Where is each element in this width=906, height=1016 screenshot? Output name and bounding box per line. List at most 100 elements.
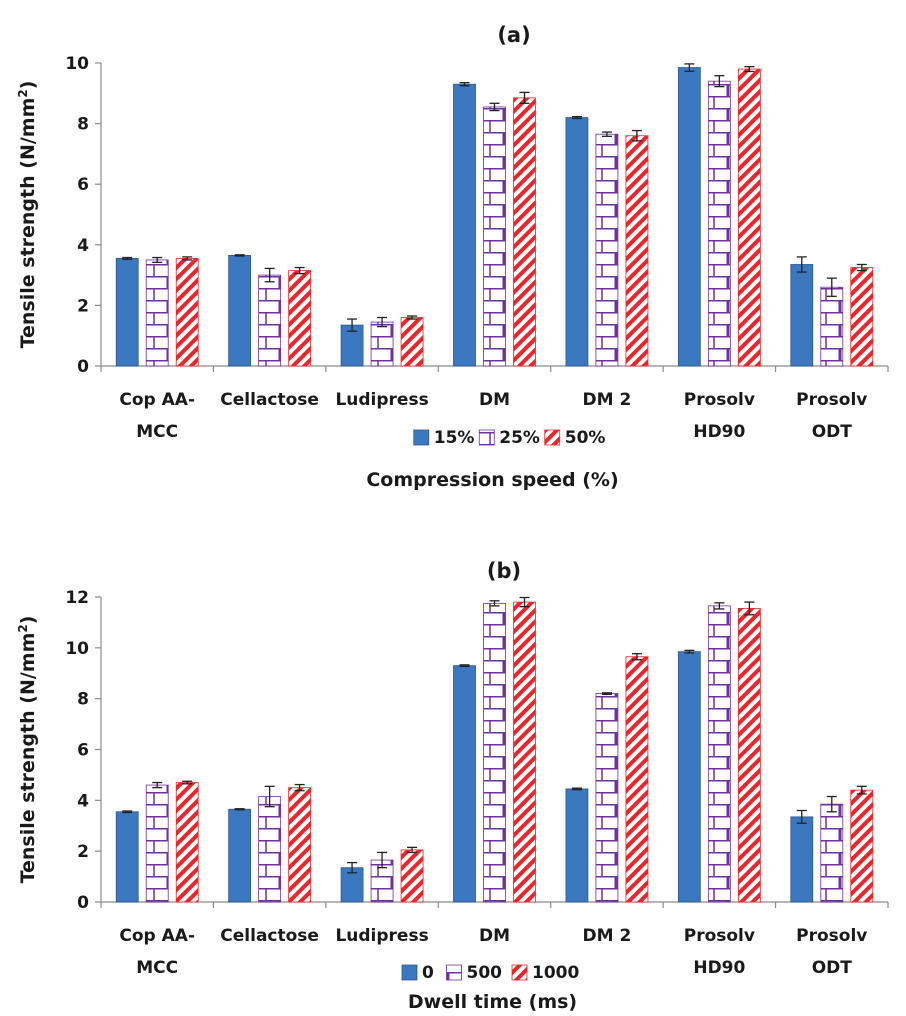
y-axis-title: Tensile strength (N/mm2) [16, 81, 39, 349]
y-tick-label: 4 [77, 791, 89, 811]
y-tick-label: 2 [77, 296, 89, 316]
panel-a: (a) 0 2 4 6 8 10 Cop AA- MCC Cellactose Ludipress D… [16, 23, 889, 491]
category-label: Cellactose [220, 926, 319, 946]
panel-title: (b) [487, 559, 521, 583]
category-label: Cop AA- [119, 390, 195, 410]
bar [677, 651, 701, 903]
bar [453, 83, 476, 367]
legend-swatch [544, 429, 561, 446]
x-axis-title: Compression speed (%) [366, 469, 618, 491]
bar [400, 849, 424, 903]
category-label: DM [479, 390, 510, 410]
category-label: HD90 [693, 958, 745, 978]
bar [483, 106, 506, 367]
y-axis-title-main: Tensile strength (N/mm [17, 633, 39, 884]
legend-label: 0 [422, 963, 434, 983]
category-label: MCC [136, 958, 178, 978]
y-tick-label: 2 [77, 842, 89, 862]
bar [228, 808, 252, 903]
legend-label: 25% [499, 428, 540, 448]
y-axis-title-tail: ) [17, 616, 39, 625]
bar [820, 803, 844, 903]
bar [737, 608, 761, 903]
legend-swatch [478, 429, 495, 446]
bar [707, 80, 731, 367]
bar [790, 816, 814, 903]
legend-swatch [511, 964, 528, 981]
bar [115, 258, 139, 367]
bar [115, 811, 139, 903]
bar [790, 264, 814, 367]
bar [707, 605, 731, 903]
bar [737, 68, 761, 367]
category-label: MCC [136, 422, 178, 442]
category-label: HD90 [693, 422, 745, 442]
y-tick-label: 6 [77, 175, 89, 195]
category-label: ODT [812, 958, 853, 978]
bar [565, 117, 589, 367]
bar [145, 259, 169, 367]
bar [145, 784, 169, 903]
category-label: Ludipress [335, 926, 428, 946]
y-axis-title-sup: 2 [16, 624, 30, 632]
bar [175, 258, 199, 367]
category-label: Prosolv [684, 390, 755, 410]
y-tick-label: 8 [77, 690, 89, 710]
bar [288, 270, 312, 367]
category-label: Prosolv [684, 926, 755, 946]
bar [483, 602, 506, 903]
y-axis-title: Tensile strength (N/mm2) [16, 616, 39, 884]
category-label: Cop AA- [119, 926, 195, 946]
x-axis-title: Dwell time (ms) [408, 991, 577, 1013]
legend-label: 50% [565, 428, 606, 448]
y-tick-label: 10 [65, 54, 89, 74]
bar [850, 789, 874, 903]
category-label: Ludipress [335, 390, 428, 410]
bar [400, 317, 424, 367]
bar [595, 133, 619, 367]
bar [175, 782, 199, 903]
y-tick-label: 12 [65, 588, 89, 608]
y-axis-title-sup: 2 [16, 89, 30, 97]
bar [258, 274, 282, 367]
bar [850, 267, 874, 367]
legend-swatch [413, 429, 430, 446]
bar [228, 255, 252, 367]
bar [370, 321, 394, 367]
bar [595, 693, 619, 903]
category-label: DM [479, 926, 510, 946]
bar [625, 656, 649, 903]
bar [820, 286, 844, 367]
category-label: Cellactose [220, 390, 319, 410]
y-tick-label: 10 [65, 639, 89, 659]
panel-title: (a) [497, 23, 530, 47]
bar [513, 97, 536, 367]
category-label: Prosolv [796, 926, 867, 946]
bar [288, 787, 312, 903]
y-tick-label: 0 [77, 893, 89, 913]
legend-label: 500 [467, 963, 503, 983]
bar [453, 665, 476, 903]
y-tick-label: 6 [77, 741, 89, 761]
panel-b: (b) 0 2 4 6 8 10 12 Cop AA- MCC Cellactose Ludipres… [16, 559, 889, 1013]
y-axis-title-main: Tensile strength (N/mm [17, 98, 39, 349]
legend-swatch [446, 964, 462, 981]
bar [258, 796, 282, 903]
category-label: Prosolv [796, 390, 867, 410]
category-label: DM 2 [583, 390, 632, 410]
bar [513, 601, 536, 903]
bar [565, 788, 589, 903]
legend-swatch [401, 964, 418, 981]
y-tick-label: 0 [77, 357, 89, 377]
legend-label: 15% [434, 428, 475, 448]
y-tick-label: 8 [77, 115, 89, 135]
y-axis-title-tail: ) [17, 81, 39, 90]
bar [625, 135, 649, 367]
category-label: ODT [812, 422, 853, 442]
y-tick-label: 4 [77, 236, 89, 256]
category-label: DM 2 [583, 926, 632, 946]
bar [677, 67, 701, 367]
legend-label: 1000 [532, 963, 579, 983]
